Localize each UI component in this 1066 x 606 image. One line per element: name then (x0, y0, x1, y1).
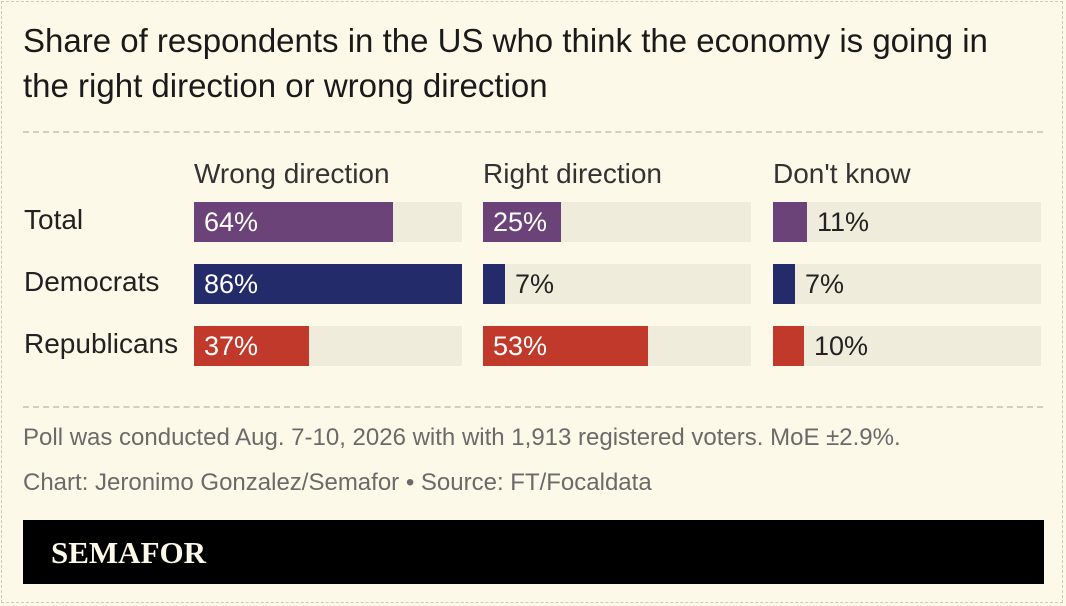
bar-track: 37% (194, 326, 462, 366)
bar-democrats-right-direction (483, 264, 505, 304)
bar-democrats-wrong-direction (194, 264, 462, 304)
chart-title: Share of respondents in the US who think… (23, 22, 988, 104)
bar-track: 64% (194, 202, 462, 242)
row-label-democrats: Democrats (24, 266, 160, 297)
bar-republicans-wrong-direction (194, 326, 309, 366)
bar-republicans-right-direction (483, 326, 648, 366)
bar-track: 10% (773, 326, 1041, 366)
bar-total-right-direction (483, 202, 561, 242)
bar-value-label: 25% (493, 207, 548, 237)
source-credit: Chart: Jeronimo Gonzalez/Semafor • Sourc… (23, 469, 652, 496)
notes-divider (23, 406, 1043, 408)
bar-track: 7% (483, 264, 751, 304)
bar-value-label: 11% (817, 207, 870, 237)
row-label-total: Total (24, 204, 84, 235)
bar-democrats-don-t-know (773, 264, 795, 304)
bar-track: 25% (483, 202, 751, 242)
semafor-logo: SEMAFOR (51, 535, 206, 570)
bar-track: 53% (483, 326, 751, 366)
poll-note: Poll was conducted Aug. 7-10, 2026 with … (23, 424, 901, 451)
bar-value-label: 53% (493, 331, 548, 361)
bar-value-label: 7% (515, 269, 555, 299)
row-label-republicans: Republicans (24, 328, 179, 359)
bar-republicans-don-t-know (773, 326, 804, 366)
bar-value-label: 10% (814, 331, 869, 361)
title-divider (23, 131, 1043, 133)
bar-total-wrong-direction (194, 202, 393, 242)
bar-track: 86% (194, 264, 462, 304)
bar-value-label: 37% (204, 331, 259, 361)
bar-value-label: 86% (204, 269, 259, 299)
bar-track: 7% (773, 264, 1041, 304)
column-header-right-direction: Right direction (483, 158, 662, 189)
column-header-wrong-direction: Wrong direction (194, 158, 390, 189)
bar-value-label: 7% (805, 269, 845, 299)
bar-track: 11% (773, 202, 1041, 242)
footer-bar: SEMAFOR (23, 520, 1044, 584)
bar-total-don-t-know (773, 202, 807, 242)
bar-value-label: 64% (204, 207, 259, 237)
column-header-don-t-know: Don't know (773, 158, 911, 189)
